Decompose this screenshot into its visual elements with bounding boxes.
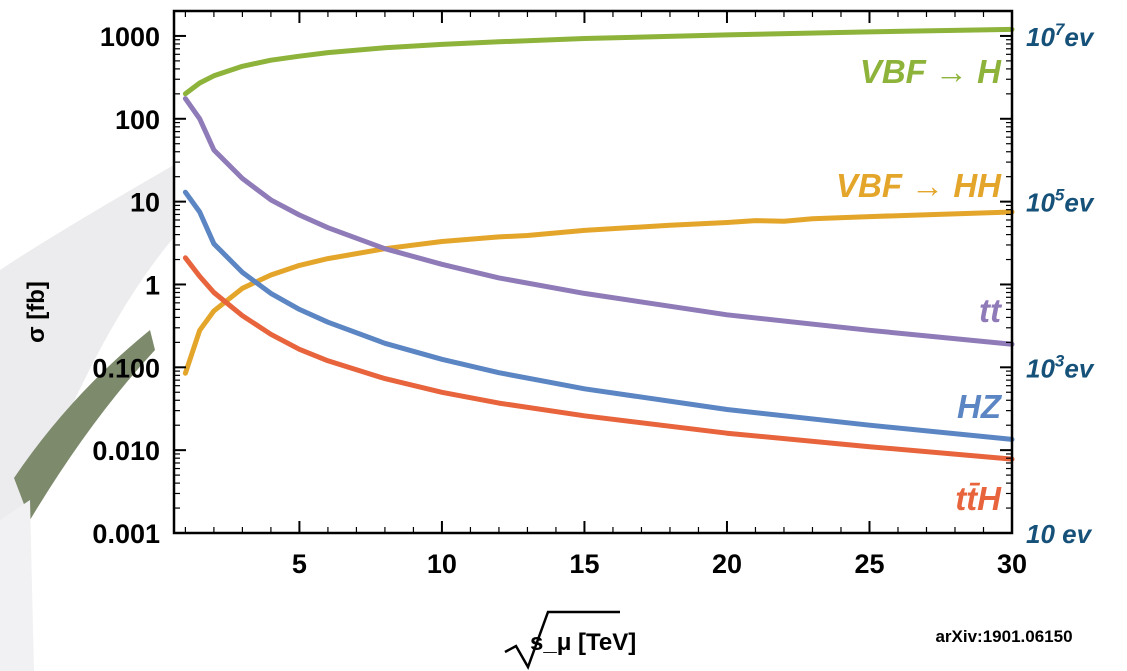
y-tick-label: 0.001 [92,519,160,549]
sqrt-sign-icon [504,610,620,670]
series-line-1 [182,209,1015,376]
y-tick-label: 100 [115,105,160,135]
x-axis-label-group: s_μ [TeV] [504,610,636,670]
series-lines [182,26,1015,462]
y-tick-label: 0.010 [92,436,160,466]
right-axis-label: 10 ev [1026,519,1093,549]
series-labels: VBF → H VBF → HH tt HZ tt̄H [836,53,1003,517]
y-axis-label: σ [fb] [23,281,50,343]
x-tick-label: 5 [292,549,307,579]
x-axis-ticks: 5 10 15 20 25 30 [184,11,1027,579]
right-axis-label: 107ev [1026,20,1095,52]
axes [172,9,1014,535]
x-tick-label: 10 [427,549,457,579]
x-tick-label: 25 [854,549,884,579]
right-axis-label: 103ev [1026,351,1095,383]
series-label: VBF → HH [836,167,1002,204]
x-tick-label: 20 [712,549,742,579]
y-tick-label: 0.100 [92,353,160,383]
y-tick-label: 10 [130,188,160,218]
x-axis-label: s_μ [TeV] [530,629,636,656]
slide-background-panel [0,150,210,560]
y-tick-label: 1000 [100,22,160,52]
series-line-4 [182,255,1015,462]
x-tick-label: 30 [997,549,1027,579]
plot-frame [172,9,1014,535]
right-axis-ticks: 107ev 105ev 103ev 10 ev [1026,20,1095,549]
x-tick-label: 15 [569,549,599,579]
series-line-2 [182,96,1015,347]
series-label: tt̄H [955,480,1002,517]
slide-background-stripe [14,330,155,520]
source-note: arXiv:1901.06150 [935,627,1072,646]
series-label: VBF → H [860,53,1002,90]
y-axis-ticks: 1000 100 10 1 0.100 0.010 0.001 [92,10,1012,549]
series-line-0 [182,26,1015,97]
series-label: HZ [957,388,1003,425]
y-tick-label: 1 [145,270,160,300]
series-label: tt [979,292,1003,329]
right-axis-label: 105ev [1026,186,1095,218]
slide-background-edge [0,500,34,671]
series-line-3 [182,189,1015,442]
